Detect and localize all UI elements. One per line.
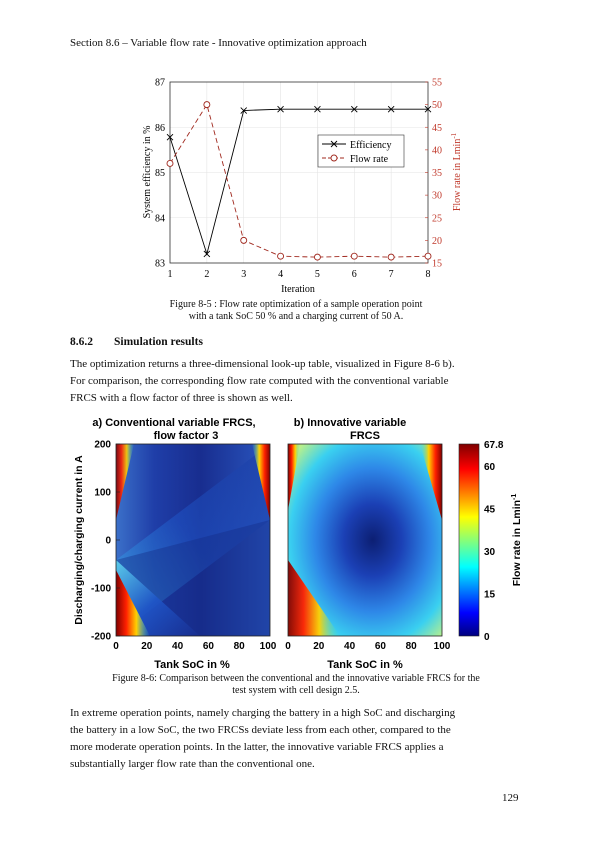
figure-8-6-caption-line1: Figure 8-6: Comparison between the conve…	[112, 673, 480, 684]
y-right-tick-label: 55	[432, 78, 442, 89]
heatmap-ticks: 0 20 40 60 80 100 0 20 40 60 80 100 200 100 0 -100 -200	[91, 440, 451, 653]
figure-8-6-chart: a) Conventional variable FRCS, flow fact…	[73, 417, 523, 671]
flow-rate-point	[424, 252, 432, 260]
colorbar-tick-label: 15	[484, 590, 496, 601]
y-left-tick-label: 83	[155, 259, 165, 270]
colorbar-label: Flow rate in Lmin-1	[511, 494, 523, 587]
efficiency-point	[314, 105, 321, 113]
paragraph-1: The optimization returns a three-dimensi…	[70, 358, 455, 404]
colorbar-tick-label: 45	[484, 505, 496, 516]
x-tick-label: 100	[434, 641, 451, 652]
x-tick-label: 3	[241, 269, 246, 280]
y-right-tick-label: 30	[432, 191, 442, 202]
x-tick-label: 40	[344, 641, 356, 652]
x-tick-label: 100	[260, 641, 277, 652]
efficiency-point	[387, 105, 395, 113]
x-tick-label: 60	[203, 641, 215, 652]
y-left-tick-label: 84	[155, 213, 165, 224]
panel-a-title-line1: a) Conventional variable FRCS,	[92, 417, 255, 429]
colorbar-tick-label: 60	[484, 462, 496, 473]
figure-8-6-caption-line2: test system with cell design 2.5.	[232, 685, 360, 696]
x-tick-label: 80	[234, 641, 246, 652]
x-tick-label: 80	[406, 641, 418, 652]
panel-a-title-line2: flow factor 3	[154, 430, 219, 442]
heatmap-panel-b	[287, 443, 443, 637]
flow-rate-point	[166, 159, 174, 167]
y-axis-right-label: Flow rate in Lmin-1	[450, 132, 463, 211]
flow-rate-point	[240, 236, 248, 244]
figure-8-5-caption-line1: Figure 8-5 : Flow rate optimization of a…	[169, 299, 423, 310]
y-tick-label: 100	[94, 488, 111, 499]
flow-rate-point	[313, 253, 321, 261]
series-line-flow-rate	[169, 103, 429, 258]
efficiency-point	[277, 105, 284, 113]
x-tick-label: 0	[285, 641, 291, 652]
y-right-tick-label: 45	[432, 123, 442, 134]
y-right-tick-label: 35	[432, 168, 442, 179]
x-tick-label: 20	[141, 641, 153, 652]
colorbar-ticks: 67.8 60 45 30 15 0	[484, 440, 504, 643]
flow-rate-point	[277, 252, 285, 260]
y-left-tick-label: 85	[155, 168, 165, 179]
y-right-tick-label: 50	[432, 100, 442, 111]
x-tick-label: 5	[315, 269, 320, 280]
x-tick-label: 8	[426, 269, 431, 280]
x-tick-label: 1	[168, 269, 173, 280]
heatmap-panel-a	[115, 443, 271, 637]
y-left-tick-label: 86	[155, 123, 165, 134]
colorbar-tick-label: 67.8	[484, 440, 504, 451]
x-tick-label: 60	[375, 641, 387, 652]
flow-rate-point	[203, 101, 211, 109]
colorbar-tick-label: 0	[484, 632, 490, 643]
page-number: 129	[502, 792, 519, 804]
x-tick-label: 40	[172, 641, 184, 652]
x-tick-label: 2	[204, 269, 209, 280]
colorbar	[458, 443, 480, 637]
y-axis-left-label: System efficiency in %	[142, 126, 153, 219]
y-right-tick-label: 15	[432, 259, 442, 270]
efficiency-point	[240, 107, 248, 114]
legend-efficiency: Efficiency	[350, 140, 391, 151]
flow-rate-point	[387, 253, 395, 261]
efficiency-point	[350, 105, 358, 113]
x-axis-label: Iteration	[281, 284, 315, 295]
panel-b-x-label: Tank SoC in %	[327, 659, 403, 671]
legend-flow-rate: Flow rate	[350, 154, 389, 165]
panel-b-title-line2: FRCS	[350, 430, 380, 442]
colorbar-tick-label: 30	[484, 547, 496, 558]
efficiency-point	[203, 250, 211, 258]
chart-series	[166, 101, 432, 261]
efficiency-point	[166, 133, 174, 141]
figure-8-5-caption-line2: with a tank SoC 50 % and a charging curr…	[188, 311, 404, 322]
y-tick-label: 200	[94, 440, 111, 451]
series-line-efficiency	[169, 108, 428, 256]
y-tick-label: 0	[105, 536, 111, 547]
y-right-tick-label: 20	[432, 236, 442, 247]
x-tick-label: 6	[352, 269, 357, 280]
heatmap-y-label: Discharging/charging current in A	[73, 455, 85, 625]
x-tick-label: 0	[113, 641, 119, 652]
y-left-tick-label: 87	[155, 78, 165, 89]
y-right-tick-label: 25	[432, 213, 442, 224]
x-tick-label: 20	[313, 641, 325, 652]
efficiency-point	[424, 105, 432, 113]
flow-rate-point	[350, 252, 358, 260]
paragraph-2: In extreme operation points, namely char…	[70, 707, 456, 770]
x-tick-label: 7	[389, 269, 394, 280]
chart-legend: Efficiency Flow rate	[317, 134, 405, 168]
x-tick-label: 4	[278, 269, 283, 280]
y-right-tick-label: 40	[432, 145, 442, 156]
panel-b-title-line1: b) Innovative variable	[294, 417, 406, 429]
y-tick-label: -100	[91, 584, 111, 595]
section-header: Section 8.6 – Variable flow rate - Innov…	[70, 37, 367, 49]
section-heading: 8.6.2 Simulation results	[70, 336, 203, 348]
y-tick-label: -200	[91, 632, 111, 643]
panel-a-x-label: Tank SoC in %	[154, 659, 230, 671]
